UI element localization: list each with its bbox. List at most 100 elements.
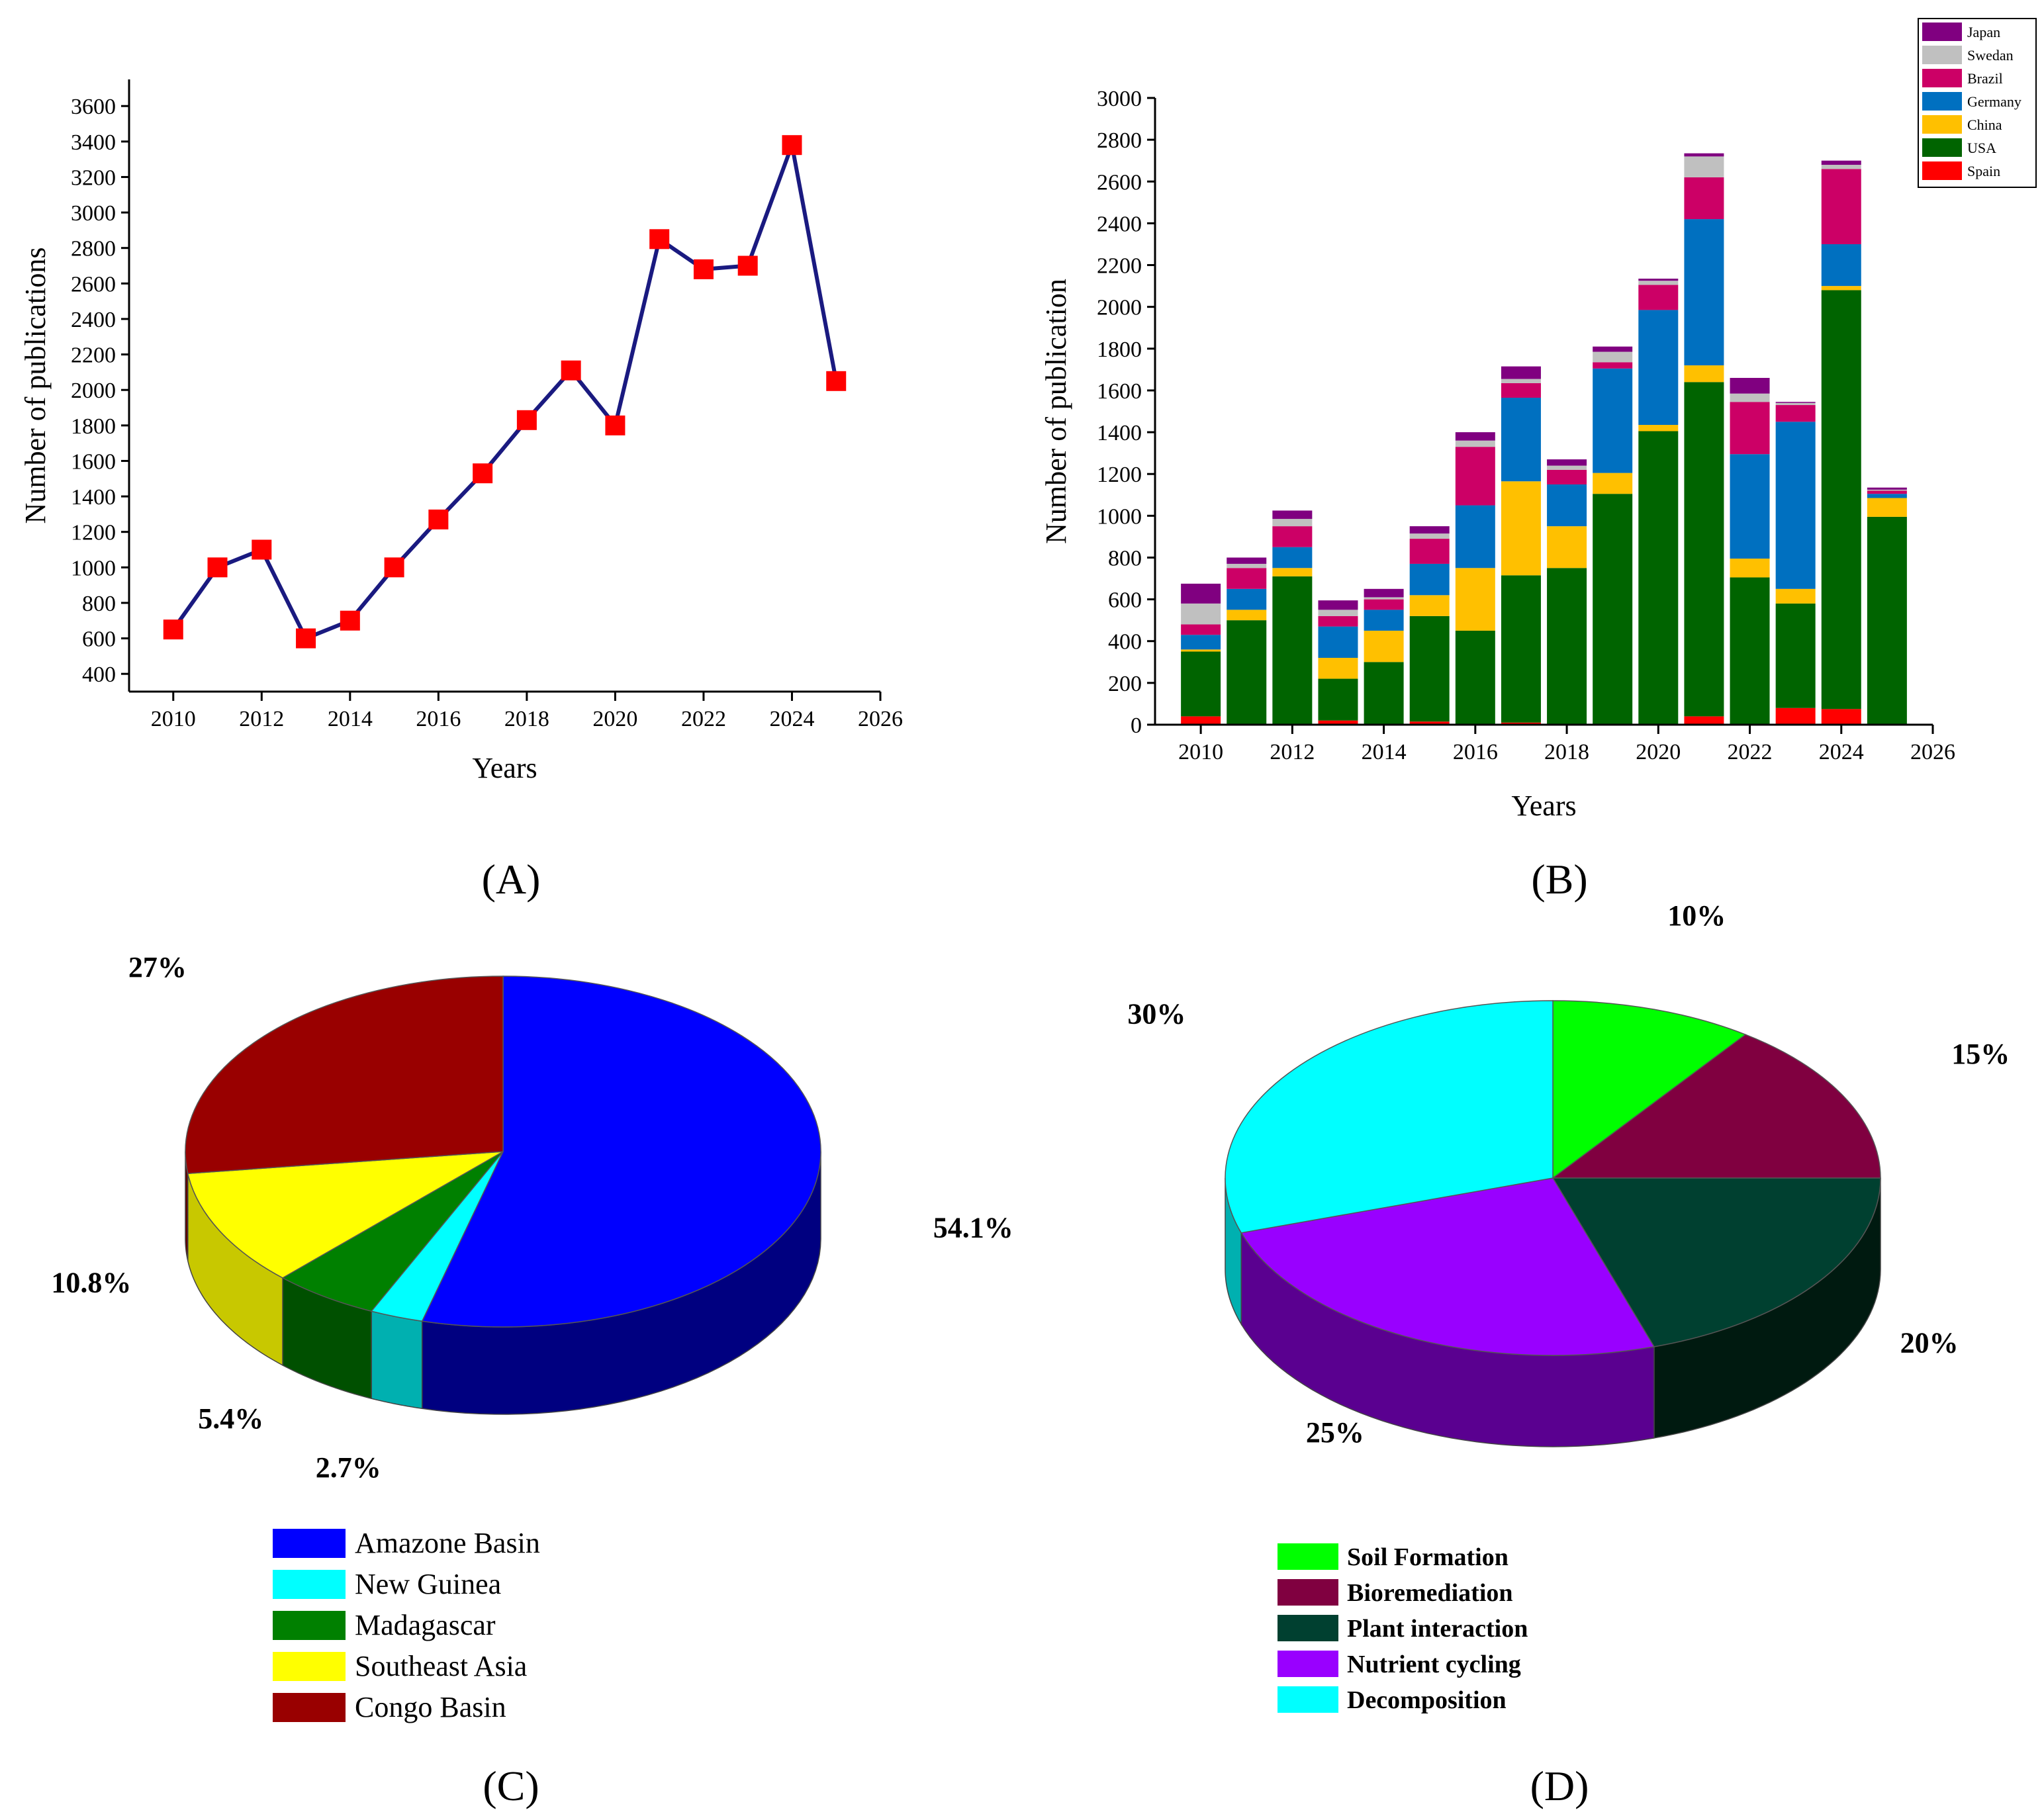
legend-swatch — [273, 1529, 346, 1558]
pie-slice — [1551, 1034, 1881, 1179]
bar-segment — [1181, 635, 1221, 650]
pie-percent-label: 15% — [1951, 1038, 2010, 1070]
data-point — [252, 539, 272, 560]
y-tick-label: 2600 — [71, 272, 116, 296]
y-tick-label: 1800 — [71, 414, 116, 439]
bar-segment — [1455, 505, 1495, 569]
y-tick-label: 1800 — [1097, 338, 1142, 362]
bar-segment — [1318, 615, 1358, 627]
bar-segment — [1501, 481, 1541, 576]
bar-segment — [1272, 519, 1313, 527]
y-tick-label: 2800 — [1097, 128, 1142, 153]
legend-label: Decomposition — [1347, 1686, 1507, 1714]
bar-segment — [1409, 563, 1450, 596]
bar-segment — [1272, 568, 1313, 576]
x-tick-label: 2016 — [416, 707, 461, 731]
bar-segment — [1455, 630, 1495, 725]
legend-label: Japan — [1967, 24, 2000, 40]
x-tick-label: 2024 — [769, 707, 814, 731]
y-axis-title: Number of publication — [1040, 279, 1072, 544]
bar-segment — [1638, 310, 1679, 426]
bar-segment — [1364, 599, 1404, 610]
bar-segment — [1593, 473, 1633, 494]
legend-label: USA — [1967, 140, 1996, 156]
pie-slice — [1552, 1000, 1747, 1179]
data-point — [473, 463, 493, 484]
data-point — [737, 255, 758, 276]
bar-segment — [1272, 576, 1313, 725]
legend-label: Spain — [1967, 163, 2000, 179]
bar-segment — [1730, 377, 1770, 394]
pie-slice — [1240, 1177, 1655, 1356]
legend-swatch — [1278, 1686, 1338, 1713]
x-axis-title: Years — [1511, 790, 1576, 822]
x-tick-label: 2014 — [1362, 740, 1407, 764]
bar-segment — [1775, 402, 1816, 403]
y-tick-label: 2200 — [1097, 254, 1142, 279]
y-tick-label: 600 — [1108, 588, 1142, 613]
legend-label: Soil Formation — [1347, 1543, 1509, 1571]
bar-segment — [1455, 568, 1495, 631]
bar-segment — [1364, 597, 1404, 600]
legend-label: Madagascar — [355, 1609, 496, 1641]
bar-segment — [1684, 156, 1724, 177]
legend-swatch — [1922, 161, 1962, 180]
bar-segment — [1821, 244, 1861, 287]
legend-label: Swedan — [1967, 47, 2014, 64]
y-tick-label: 2200 — [71, 343, 116, 368]
bar-segment — [1867, 516, 1907, 725]
x-tick-label: 2022 — [1728, 740, 1773, 764]
bar-segment — [1227, 620, 1267, 725]
bar-segment — [1501, 366, 1541, 379]
bar-segment — [1730, 402, 1770, 455]
legend-label: Brazil — [1967, 70, 2003, 87]
bar-segment — [1455, 440, 1495, 447]
x-tick-label: 2018 — [1544, 740, 1589, 764]
bar-segment — [1318, 610, 1358, 616]
pie-slice — [421, 976, 821, 1328]
pie-percent-label: 20% — [1900, 1327, 1959, 1359]
legend-swatch — [273, 1652, 346, 1681]
bar-segment — [1821, 286, 1861, 291]
bar-segment — [1775, 405, 1816, 422]
y-tick-label: 1600 — [71, 449, 116, 474]
y-tick-label: 1600 — [1097, 379, 1142, 404]
bar-segment — [1501, 383, 1541, 398]
data-point — [561, 360, 581, 381]
y-tick-label: 1200 — [71, 521, 116, 545]
bar-segment — [1638, 279, 1679, 281]
bar-segment — [1318, 720, 1358, 725]
bar-segment — [1593, 346, 1633, 352]
bar-segment — [1181, 716, 1221, 725]
data-point — [207, 557, 228, 578]
bar-segment — [1455, 447, 1495, 506]
legend-label: Bioremediation — [1347, 1579, 1513, 1607]
bar-segment — [1227, 557, 1267, 564]
pie-percent-label: 30% — [1127, 997, 1185, 1030]
data-point — [296, 628, 316, 649]
pie-percent-label: 5.4% — [198, 1402, 263, 1435]
bar-segment — [1730, 454, 1770, 559]
x-tick-label: 2012 — [239, 707, 284, 731]
bar-segment — [1775, 422, 1816, 589]
bar-segment — [1364, 630, 1404, 662]
bar-segment — [1730, 577, 1770, 725]
pie-side-wall — [371, 1310, 423, 1410]
x-tick-label: 2018 — [504, 707, 549, 731]
bar-segment — [1730, 559, 1770, 578]
panel-c-pie-chart: 54.1% 2.7% 5.4% 10.8% 27% Amazone Basin New Gu… — [51, 951, 1013, 1723]
legend-label: Amazone Basin — [355, 1527, 540, 1559]
panel-a-label: (A) — [482, 856, 541, 903]
x-tick-label: 2024 — [1819, 740, 1864, 764]
y-tick-label: 3400 — [71, 130, 116, 155]
bar-segment — [1684, 153, 1724, 157]
bar-segment — [1455, 432, 1495, 441]
bar-segment — [1547, 465, 1587, 470]
legend-label: Congo Basin — [355, 1691, 506, 1723]
bar-segment — [1867, 489, 1907, 491]
y-tick-label: 2000 — [1097, 296, 1142, 320]
bar-segment — [1867, 487, 1907, 490]
data-point — [693, 259, 714, 279]
bar-segment — [1227, 588, 1267, 610]
data-point — [605, 415, 626, 435]
